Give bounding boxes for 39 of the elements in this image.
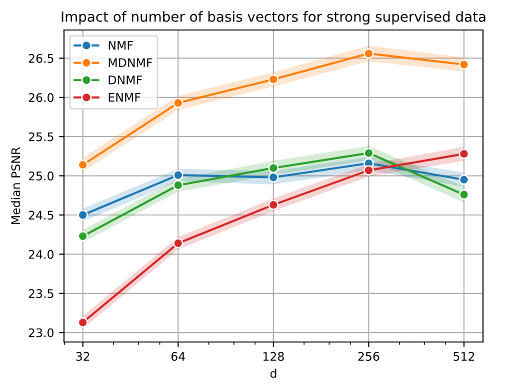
point (268, 200, 279, 210)
x-tick-label: 128 (263, 352, 284, 361)
y-tick-label: 26.0 (28, 93, 54, 102)
legend-label: MDNMF (108, 58, 152, 67)
point (458, 174, 470, 185)
point (172, 98, 184, 108)
point (268, 162, 279, 174)
legend-label: NMF (108, 40, 133, 50)
point (363, 148, 374, 158)
y-axis-title: Median PSNR (11, 147, 20, 224)
point (172, 238, 184, 248)
y-tick-label: 23.0 (28, 328, 54, 338)
point (172, 180, 184, 190)
x-tick-label: 64 (171, 352, 185, 361)
point (363, 165, 374, 176)
y-tick-label: 25.5 (28, 132, 54, 142)
chart-title: Impact of number of basis vectors for strong supervised data (62, 11, 486, 25)
y-tick-label: 23.5 (28, 289, 54, 298)
x-tick-label: 512 (454, 352, 474, 361)
point (268, 172, 279, 183)
point (78, 160, 88, 170)
y-tick-label: 24.5 (28, 210, 54, 220)
x-tick-label: 32 (76, 352, 90, 361)
y-tick-label: 26.5 (28, 54, 54, 63)
point (172, 170, 184, 180)
legend-label: DNMF (108, 76, 142, 84)
point (78, 317, 88, 328)
legend-label: ENMF (108, 92, 140, 102)
y-tick-label: 24.0 (28, 250, 54, 259)
x-tick-label: 256 (358, 352, 380, 361)
point (78, 230, 88, 242)
point (268, 74, 279, 85)
point (458, 59, 470, 70)
y-tick-label: 25.0 (28, 172, 54, 180)
point (458, 189, 470, 200)
point (458, 148, 470, 160)
point (363, 48, 374, 59)
x-axis-title: d (270, 368, 276, 378)
point (78, 210, 88, 220)
